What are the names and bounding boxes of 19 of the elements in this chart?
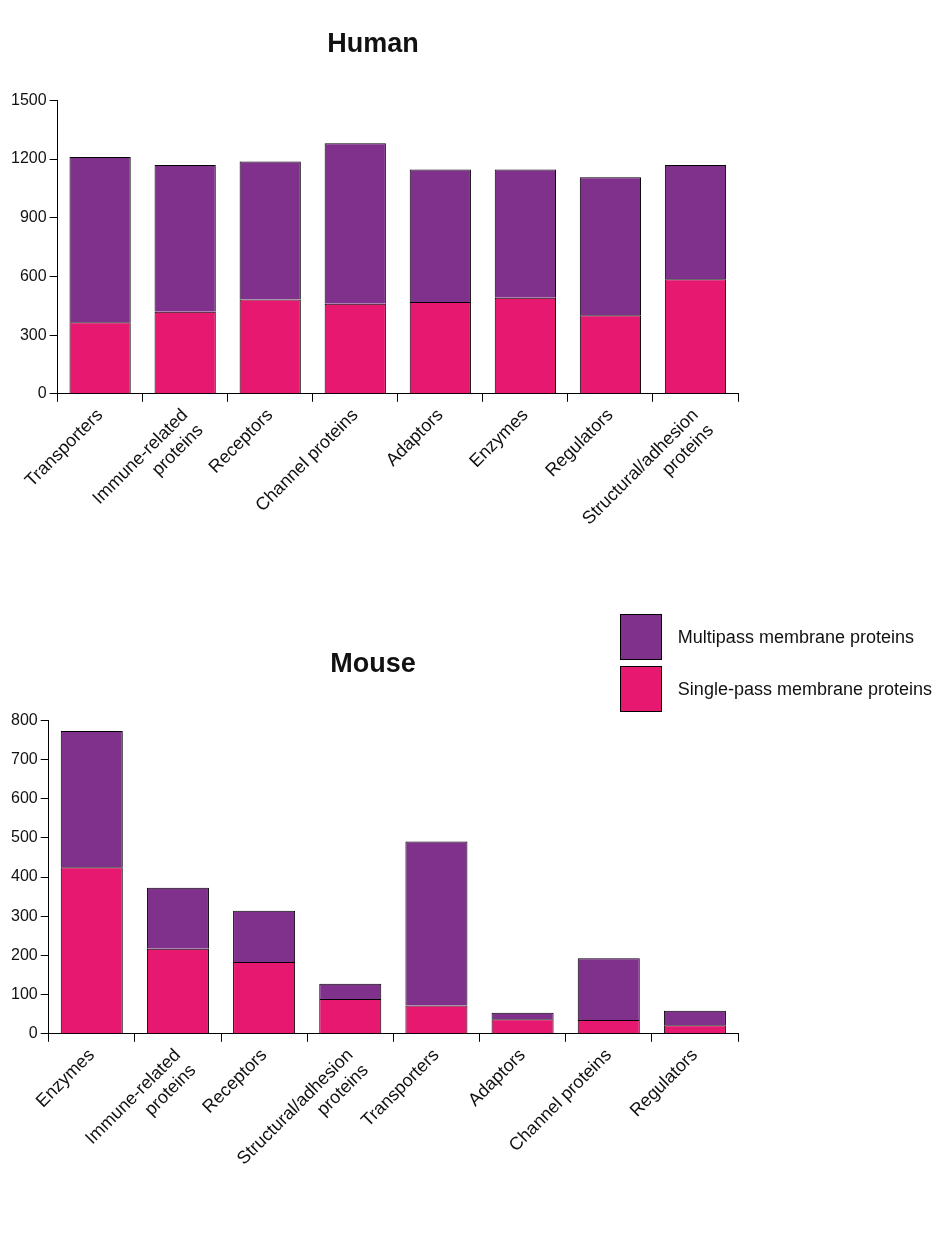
y-tick-label: 1200 (11, 149, 47, 167)
y-tick-label: 400 (10, 867, 38, 885)
y-tick-label: 300 (19, 325, 47, 343)
text: Single-pass membrane proteins (677, 678, 932, 700)
y-tick-label: 0 (28, 1024, 38, 1042)
y-tick-label: 500 (10, 828, 38, 846)
text: Multipass membrane proteins (677, 626, 914, 648)
y-tick-label: 700 (10, 749, 38, 767)
y-tick-label: 0 (37, 384, 47, 402)
chart-title: Mouse (330, 647, 416, 678)
y-tick-label: 900 (19, 208, 47, 226)
y-tick-label: 200 (10, 945, 38, 963)
y-tick-label: 300 (10, 906, 38, 924)
chart-title: Human (327, 27, 419, 58)
y-tick-label: 800 (10, 710, 38, 728)
y-tick-label: 1500 (11, 90, 47, 108)
y-tick-label: 600 (10, 789, 38, 807)
y-tick-label: 100 (10, 985, 38, 1003)
y-tick-label: 600 (19, 266, 47, 284)
